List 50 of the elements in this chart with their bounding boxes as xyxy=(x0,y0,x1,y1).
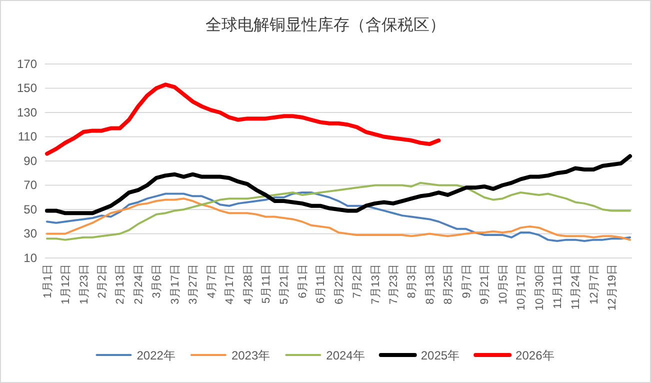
y-tick-label: 130 xyxy=(16,105,38,120)
x-tick-label: 8月3日 xyxy=(406,264,418,298)
y-tick-label: 30 xyxy=(24,226,38,241)
x-tick-label: 12月19日 xyxy=(606,264,619,310)
line-series xyxy=(45,154,632,216)
x-tick-label: 9月21日 xyxy=(479,264,492,304)
chart-title: 全球电解铜显性库存（含保税区） xyxy=(206,16,446,34)
x-tick-label: 8月25日 xyxy=(442,264,455,304)
y-tick-label: 90 xyxy=(24,154,38,168)
x-tick-label: 12月7日 xyxy=(588,264,600,304)
y-tick-label: 110 xyxy=(18,130,38,144)
x-tick-label: 10月17日 xyxy=(516,264,528,310)
legend-label: 2023年 xyxy=(231,348,270,362)
x-tick-label: 8月13日 xyxy=(424,264,436,304)
x-tick-label: 4月17日 xyxy=(224,264,236,304)
x-tick-label: 5月21日 xyxy=(278,264,291,304)
x-tick-label: 1月1日 xyxy=(42,264,54,298)
x-tick-label: 2月13日 xyxy=(114,264,127,304)
y-tick-label: 70 xyxy=(24,178,38,192)
x-tick-label: 6月11日 xyxy=(315,264,328,304)
x-tick-label: 10月30日 xyxy=(534,264,546,310)
x-tick-label: 7月2日 xyxy=(352,264,364,298)
line-series xyxy=(46,182,631,241)
x-tick-label: 7月23日 xyxy=(388,264,400,304)
x-tick-label: 3月27日 xyxy=(188,264,200,304)
x-tick-label: 3月17日 xyxy=(169,264,182,304)
x-tick-label: 6月22日 xyxy=(333,264,346,304)
x-tick-label: 2月24日 xyxy=(132,264,145,304)
y-tick-label: 170 xyxy=(16,56,38,71)
legend-label: 2022年 xyxy=(136,348,176,362)
y-tick-label: 10 xyxy=(24,250,38,265)
x-tick-label: 1月23日 xyxy=(78,264,90,304)
x-tick-label: 4月7日 xyxy=(206,264,218,298)
x-tick-label: 7月13日 xyxy=(370,264,382,304)
x-tick-label: 6月1日 xyxy=(296,264,309,298)
y-tick-label: 50 xyxy=(24,202,38,216)
legend-label: 2025年 xyxy=(420,348,460,362)
x-tick-label: 10月5日 xyxy=(497,264,510,304)
x-tick-label: 1月12日 xyxy=(60,264,72,304)
x-tick-label: 11月24日 xyxy=(570,264,582,310)
x-tick-label: 11月11日 xyxy=(552,264,564,309)
x-tick-label: 4月28日 xyxy=(242,264,254,304)
x-tick-label: 2月2日 xyxy=(96,264,109,298)
y-tick-label: 150 xyxy=(16,81,38,96)
legend-label: 2026年 xyxy=(516,348,554,362)
x-tick-label: 3月6日 xyxy=(151,264,164,298)
line-series xyxy=(45,82,441,156)
x-tick-label: 5月11日 xyxy=(260,264,272,304)
x-tick-label: 9月7日 xyxy=(460,264,473,298)
legend-label: 2024年 xyxy=(326,348,365,362)
